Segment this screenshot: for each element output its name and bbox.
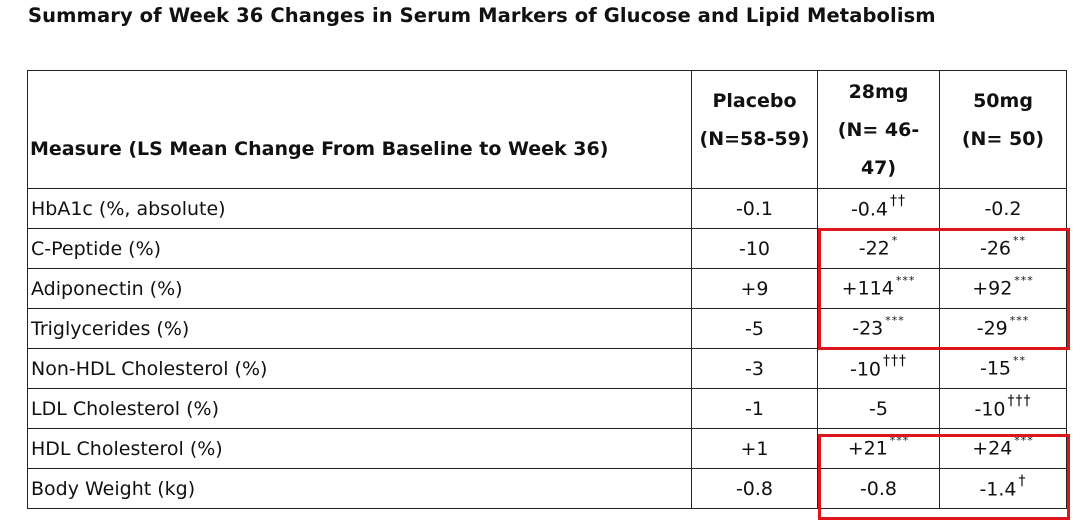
placebo-cell: -5 (691, 308, 818, 349)
dose50-cell: -29 *** (939, 308, 1067, 349)
measure-cell: C-Peptide (%) (27, 228, 692, 269)
significance-marker: *** (889, 434, 910, 448)
measure-cell-value: Adiponectin (%) (31, 277, 183, 300)
placebo-cell-value: -3 (745, 357, 764, 380)
table-row: Body Weight (kg) -0.8 -0.8 -1.4 † (27, 468, 1067, 509)
dose28-cell-value: +21 (847, 437, 888, 460)
dose50-cell-value: +24 (972, 437, 1013, 460)
placebo-column-header: Placebo (N=58-59) (691, 70, 818, 189)
highlight-box-lower (818, 434, 1070, 520)
placebo-cell: -3 (691, 348, 818, 389)
dose28-cell-value: -10 (849, 358, 882, 381)
placebo-cell-value: -0.8 (735, 477, 774, 500)
placebo-cell-value: -0.1 (735, 197, 774, 220)
measure-cell: HDL Cholesterol (%) (27, 428, 692, 469)
table-row: HbA1c (%, absolute) -0.1 -0.4 †† -0.2 (27, 188, 1067, 229)
measure-cell: Triglycerides (%) (27, 308, 692, 349)
dose50-cell: -15 ** (939, 348, 1067, 389)
placebo-cell-value: -1 (745, 397, 764, 420)
placebo-cell-value: -5 (745, 317, 764, 340)
significance-marker: *** (1009, 314, 1030, 328)
measure-cell-value: Body Weight (kg) (31, 477, 196, 500)
placebo-cell: +9 (691, 268, 818, 309)
placebo-cell: -0.8 (691, 468, 818, 509)
page-title: Summary of Week 36 Changes in Serum Mark… (28, 4, 936, 27)
dose28-cell-value: -22 (858, 237, 890, 260)
table-row: C-Peptide (%) -10 -22 * -26 ** (27, 228, 1067, 269)
table-row: Non-HDL Cholesterol (%) -3 -10 ††† -15 ** (27, 348, 1067, 389)
dose50-cell-value: -1.4 (979, 478, 1017, 501)
significance-marker: † (1018, 473, 1027, 490)
significance-marker: *** (1014, 434, 1034, 448)
measure-cell: Body Weight (kg) (27, 468, 692, 509)
dose50-cell: -10 ††† (939, 388, 1067, 429)
summary-table: Measure (LS Mean Change From Baseline to… (27, 70, 1067, 509)
measure-cell-value: HbA1c (%, absolute) (31, 197, 226, 220)
placebo-cell-value: +1 (740, 437, 769, 460)
placebo-cell-value: -10 (738, 237, 771, 260)
dose28-cell-value: -0.4 (850, 198, 889, 221)
table-header-row: Measure (LS Mean Change From Baseline to… (27, 70, 1067, 189)
dose50-cell-value: -29 (976, 317, 1008, 340)
dose28-cell: -5 (817, 388, 940, 429)
placebo-cell: -1 (691, 388, 818, 429)
measure-cell: LDL Cholesterol (%) (27, 388, 692, 429)
measure-cell-value: LDL Cholesterol (%) (31, 397, 219, 420)
table-row: Triglycerides (%) -5 -23 *** -29 *** (27, 308, 1067, 349)
table-row: Adiponectin (%) +9 +114 *** +92 *** (27, 268, 1067, 309)
dose50-cell-value: -15 (979, 357, 1012, 380)
measure-cell-value: Triglycerides (%) (31, 317, 190, 340)
dose50-cell: -26 ** (939, 228, 1067, 269)
measure-cell: Adiponectin (%) (27, 268, 692, 309)
significance-marker: *** (1014, 274, 1034, 288)
measure-column-header: Measure (LS Mean Change From Baseline to… (27, 70, 692, 189)
dose28-cell-value: -23 (852, 317, 884, 340)
dose28-cell: -10 ††† (817, 348, 940, 389)
significance-marker: ** (1013, 234, 1027, 248)
significance-marker: *** (895, 274, 916, 288)
dose28-cell-value: -0.8 (859, 477, 898, 500)
significance-marker: †† (890, 193, 907, 210)
dose28-column-header: 28mg (N= 46-47) (817, 70, 940, 189)
highlight-box-upper (818, 228, 1070, 350)
significance-marker: ††† (883, 353, 908, 370)
measure-cell: Non-HDL Cholesterol (%) (27, 348, 692, 389)
significance-marker: *** (885, 314, 905, 328)
dose50-cell-value: -0.2 (984, 197, 1022, 220)
significance-marker: * (891, 234, 899, 248)
measure-cell: HbA1c (%, absolute) (27, 188, 692, 229)
table-row: LDL Cholesterol (%) -1 -5 -10 ††† (27, 388, 1067, 429)
placebo-cell: -10 (691, 228, 818, 269)
dose28-cell-value: -5 (869, 397, 888, 420)
placebo-cell-value: +9 (740, 277, 769, 300)
measure-cell-value: HDL Cholesterol (%) (31, 437, 223, 460)
measure-cell-value: C-Peptide (%) (31, 237, 162, 260)
dose28-cell: -0.4 †† (817, 188, 940, 229)
significance-marker: ** (1013, 354, 1027, 368)
placebo-cell: -0.1 (691, 188, 818, 229)
measure-cell-value: Non-HDL Cholesterol (%) (31, 357, 268, 380)
dose50-cell: -1.4 † (939, 468, 1067, 509)
dose50-cell-value: -10 (974, 398, 1006, 421)
dose50-cell-value: -26 (979, 237, 1012, 260)
dose50-cell: -0.2 (939, 188, 1067, 229)
dose28-cell-value: +114 (841, 277, 894, 300)
placebo-cell: +1 (691, 428, 818, 469)
dose50-cell-value: +92 (972, 277, 1013, 300)
dose28-cell: -22 * (817, 228, 940, 269)
dose50-column-header: 50mg (N= 50) (939, 70, 1067, 189)
significance-marker: ††† (1007, 393, 1032, 410)
dose28-cell: -0.8 (817, 468, 940, 509)
